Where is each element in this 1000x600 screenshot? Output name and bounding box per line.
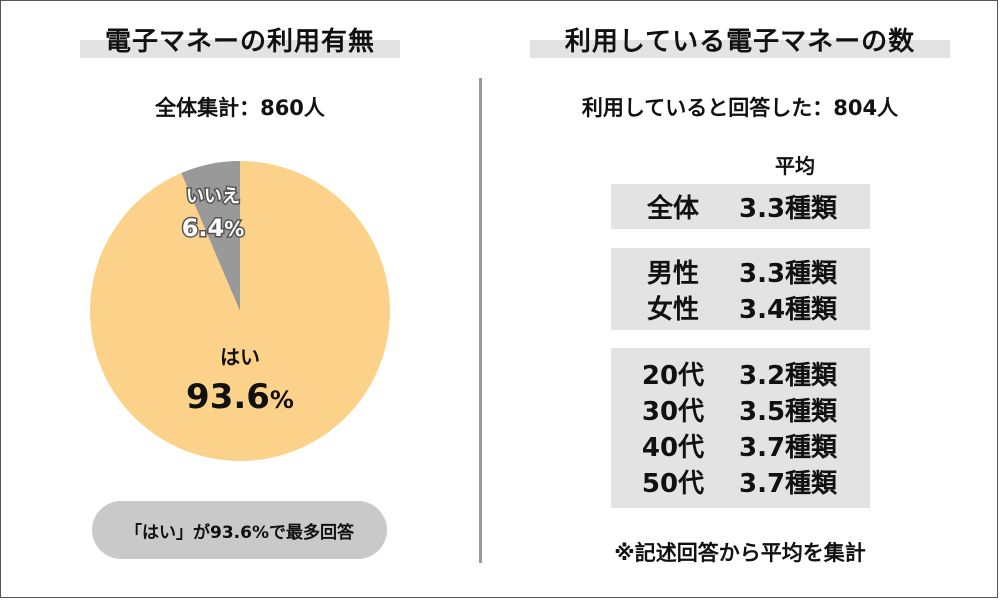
- title-highlight-band: [80, 40, 400, 58]
- average-column-header: 平均: [775, 154, 815, 178]
- pie-value-no-unit: %: [224, 217, 244, 241]
- table-row: 女性 3.4種類: [611, 289, 870, 325]
- pie-label-no: いいえ: [186, 186, 240, 207]
- group-age: 20代 3.2種類 30代 3.5種類 40代 3.7種類 50代 3.7種類: [611, 348, 870, 508]
- summary-note-pill: 「はい」が93.6%で最多回答: [92, 501, 387, 559]
- row-label: 男性: [646, 258, 699, 289]
- row-label: 20代: [641, 360, 705, 391]
- table-row: 全体 3.3種類: [611, 188, 870, 224]
- respondents-label: 利用していると回答した：804人: [581, 96, 899, 120]
- pie-chart-title: 電子マネーの利用有無: [80, 18, 400, 60]
- pie-value-no-number: 6.4: [182, 214, 225, 242]
- table-row: 40代 3.7種類: [611, 427, 870, 463]
- row-value: 3.7種類: [739, 468, 838, 499]
- table-row: 30代 3.5種類: [611, 391, 870, 427]
- pie-chart: はい 93.6% いいえ 6.4%: [90, 161, 390, 461]
- section-divider: [479, 78, 482, 563]
- table-title-text: 利用している電子マネーの数: [564, 26, 916, 57]
- footnote: ※記述回答から平均を集計: [614, 541, 866, 565]
- pie-slice-no: [181, 161, 240, 311]
- row-label: 50代: [641, 468, 705, 499]
- pie-value-no: 6.4%: [182, 214, 245, 242]
- summary-note-text: 「はい」が93.6%で最多回答: [125, 522, 354, 543]
- table-row: 男性 3.3種類: [611, 253, 870, 289]
- pie-value-yes: 93.6%: [186, 377, 294, 417]
- pie-label-yes: はい: [220, 345, 260, 369]
- group-overall: 全体 3.3種類: [611, 184, 870, 229]
- pie-value-yes-unit: %: [270, 386, 294, 414]
- row-value: 3.4種類: [739, 294, 838, 325]
- group-gender: 男性 3.3種類 女性 3.4種類: [611, 248, 870, 330]
- row-value: 3.3種類: [739, 258, 838, 289]
- table-row: 50代 3.7種類: [611, 463, 870, 499]
- table-row: 20代 3.2種類: [611, 355, 870, 391]
- row-label: 40代: [641, 432, 705, 463]
- pie-value-yes-number: 93.6: [186, 377, 270, 417]
- row-label: 女性: [646, 294, 699, 325]
- row-value: 3.2種類: [739, 360, 838, 391]
- table-title: 利用している電子マネーの数: [530, 18, 950, 60]
- pie-total-label: 全体集計：860人: [155, 96, 325, 120]
- row-label: 全体: [646, 193, 699, 224]
- row-value: 3.3種類: [739, 193, 838, 224]
- row-label: 30代: [641, 396, 705, 427]
- row-value: 3.7種類: [739, 432, 838, 463]
- row-value: 3.5種類: [739, 396, 838, 427]
- title-highlight-band: [530, 40, 950, 58]
- pie-chart-title-text: 電子マネーの利用有無: [104, 26, 375, 57]
